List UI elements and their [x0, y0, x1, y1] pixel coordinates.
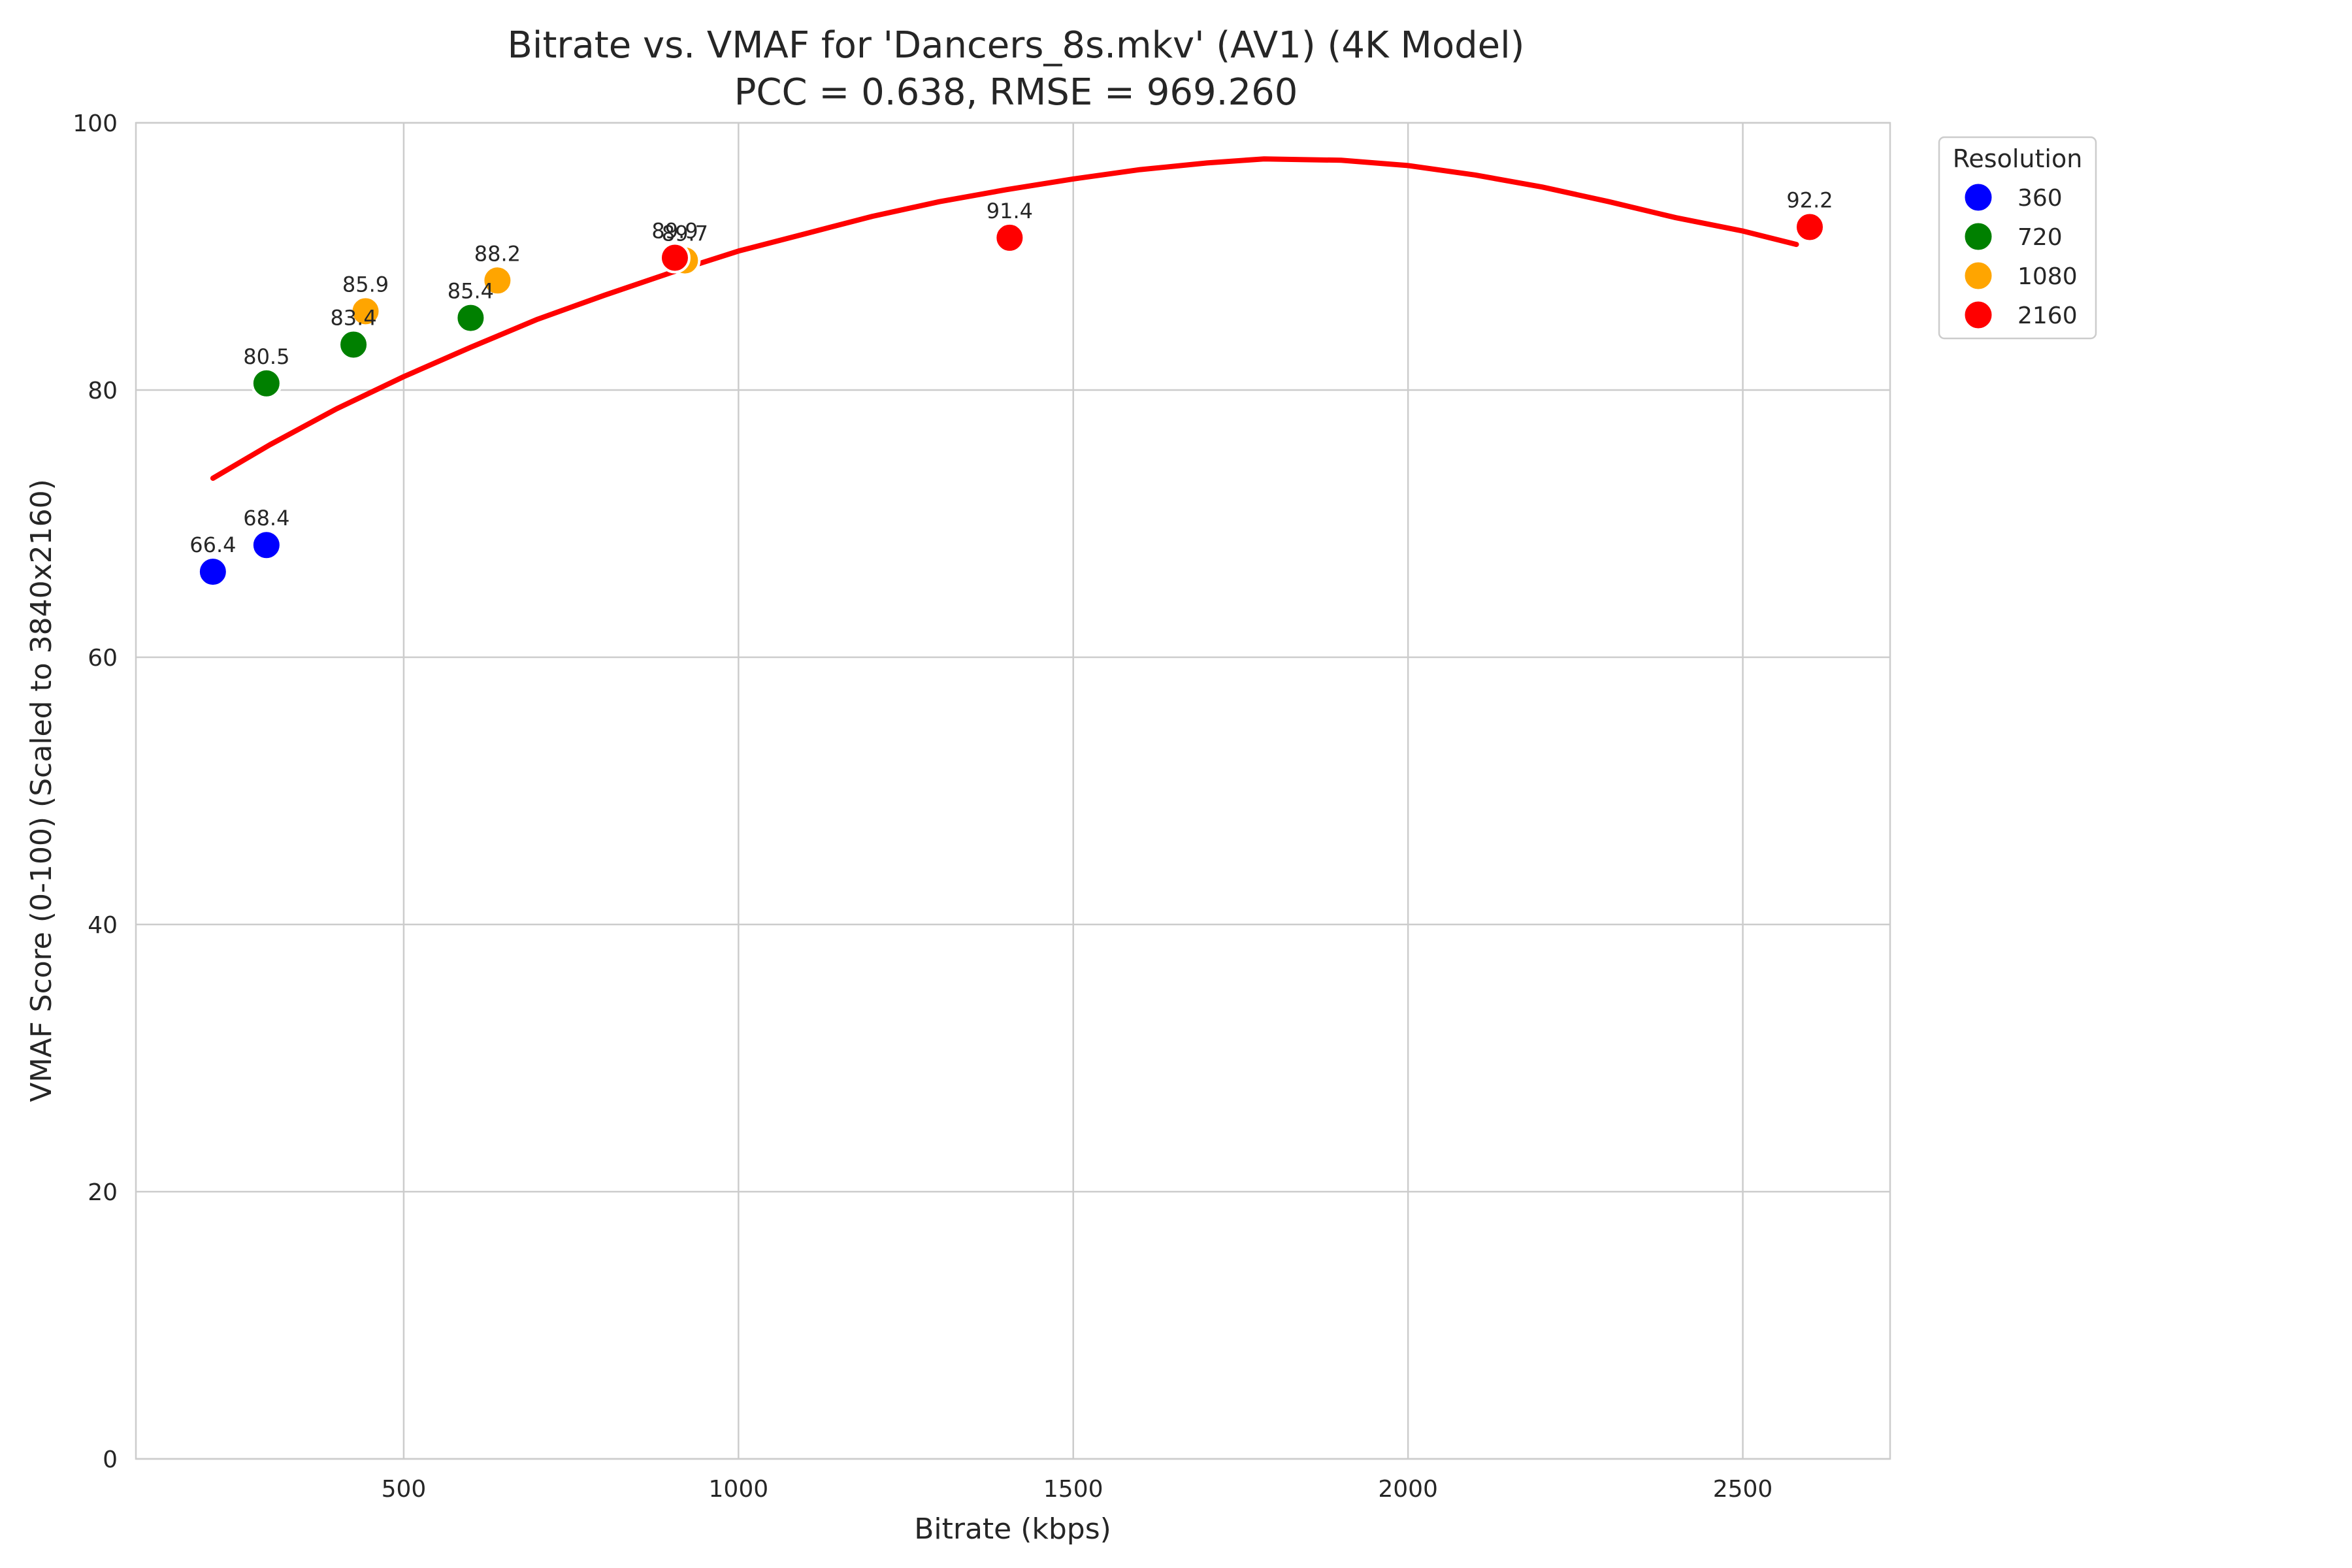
y-axis-ticks: 0 20 40 60 80 100: [73, 110, 118, 1473]
data-label: 88.2: [474, 241, 521, 266]
data-labels: 66.4 68.4 80.5 83.4 85.4 85.9 88.2 89.789.9 91.4…: [189, 188, 1833, 558]
legend-marker-720: [1963, 221, 1994, 252]
y-tick-label: 40: [88, 912, 118, 939]
legend: Resolution 360 720 1080 2160: [1938, 136, 2097, 340]
x-tick-label: 2000: [1378, 1476, 1438, 1503]
y-tick-label: 20: [88, 1179, 118, 1206]
y-tick-label: 60: [88, 645, 118, 672]
x-axis-ticks: 500 1000 1500 2000 2500: [382, 1476, 1773, 1503]
data-label: 89.7: [662, 221, 708, 246]
data-point-1080: [482, 265, 514, 297]
y-axis-label: VMAF Score (0-100) (Scaled to 3840x2160): [25, 479, 58, 1102]
data-point-2160: [659, 242, 691, 274]
data-point-720: [338, 329, 370, 361]
data-point-1080: [350, 295, 382, 327]
data-point-2160: [994, 221, 1026, 253]
y-tick-label: 80: [88, 378, 118, 404]
data-label: 83.4: [330, 305, 376, 330]
legend-marker-360: [1963, 182, 1994, 213]
data-point-360: [197, 556, 229, 588]
legend-label-1080: 1080: [2017, 263, 2078, 290]
legend-marker-1080: [1963, 260, 1994, 291]
legend-label-720: 720: [2017, 224, 2063, 251]
data-point-360: [250, 529, 282, 561]
data-label: 91.4: [987, 199, 1033, 223]
x-tick-label: 1000: [709, 1476, 769, 1503]
data-point-720: [455, 302, 487, 334]
y-tick-label: 100: [73, 110, 118, 137]
data-label: 89.9: [651, 219, 698, 244]
x-axis-label: Bitrate (kbps): [914, 1512, 1111, 1546]
data-label: 68.4: [243, 506, 289, 531]
data-label: 85.9: [342, 272, 389, 297]
fit-curve: [210, 156, 1799, 481]
x-tick-label: 2500: [1713, 1476, 1773, 1503]
chart-subtitle: PCC = 0.638, RMSE = 969.260: [734, 71, 1298, 114]
data-point-2160: [1794, 211, 1826, 243]
data-label: 92.2: [1786, 188, 1833, 213]
data-point-720: [250, 367, 282, 399]
legend-marker-2160: [1963, 299, 1994, 331]
legend-label-360: 360: [2017, 185, 2063, 212]
plot-frame: [135, 122, 1891, 1460]
data-label: 66.4: [189, 532, 236, 557]
plot-area: [136, 123, 1890, 1459]
y-tick-label: 0: [103, 1446, 118, 1473]
legend-label-2160: 2160: [2017, 302, 2078, 329]
x-tick-label: 1500: [1043, 1476, 1103, 1503]
legend-items: 360 720 1080 2160: [1963, 182, 2078, 331]
legend-title: Resolution: [1953, 144, 2083, 173]
data-label: 85.4: [448, 279, 494, 304]
data-label: 80.5: [243, 344, 289, 369]
x-tick-label: 500: [382, 1476, 427, 1503]
data-points: [197, 211, 1826, 588]
chart-title: Bitrate vs. VMAF for 'Dancers_8s.mkv' (A…: [508, 24, 1525, 67]
